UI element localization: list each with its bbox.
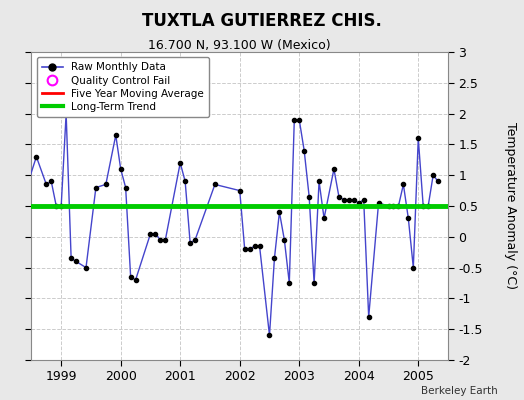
- Point: [42, 181, 50, 188]
- Point: [429, 172, 438, 178]
- Point: [399, 181, 408, 188]
- Point: [305, 194, 313, 200]
- Point: [310, 280, 318, 286]
- Point: [186, 240, 194, 246]
- Point: [335, 194, 343, 200]
- Point: [102, 181, 110, 188]
- Point: [72, 258, 80, 265]
- Point: [255, 243, 264, 249]
- Point: [270, 255, 279, 262]
- Point: [82, 264, 90, 271]
- Point: [394, 203, 402, 209]
- Point: [235, 187, 244, 194]
- Point: [365, 314, 373, 320]
- Point: [241, 246, 249, 252]
- Point: [191, 237, 199, 243]
- Point: [116, 166, 125, 172]
- Point: [67, 255, 75, 262]
- Point: [374, 200, 383, 206]
- Point: [181, 178, 189, 184]
- Point: [62, 110, 70, 117]
- Point: [404, 215, 412, 222]
- Y-axis label: Temperature Anomaly (°C): Temperature Anomaly (°C): [504, 122, 517, 290]
- Point: [47, 178, 56, 184]
- Point: [132, 277, 140, 283]
- Point: [146, 230, 155, 237]
- Point: [151, 230, 160, 237]
- Point: [156, 237, 165, 243]
- Point: [280, 237, 289, 243]
- Point: [409, 264, 418, 271]
- Point: [345, 197, 353, 203]
- Point: [359, 197, 368, 203]
- Point: [320, 215, 328, 222]
- Point: [355, 200, 363, 206]
- Point: [424, 203, 432, 209]
- Point: [295, 116, 303, 123]
- Point: [350, 197, 358, 203]
- Point: [112, 132, 120, 138]
- Point: [245, 246, 254, 252]
- Point: [92, 184, 100, 191]
- Point: [17, 200, 26, 206]
- Point: [315, 178, 323, 184]
- Point: [265, 332, 274, 338]
- Point: [161, 237, 170, 243]
- Point: [290, 116, 299, 123]
- Point: [211, 181, 219, 188]
- Text: TUXTLA GUTIERREZ CHIS.: TUXTLA GUTIERREZ CHIS.: [142, 12, 382, 30]
- Point: [126, 274, 135, 280]
- Point: [176, 160, 184, 166]
- Point: [419, 203, 428, 209]
- Point: [275, 209, 283, 215]
- Point: [434, 178, 442, 184]
- Point: [285, 280, 293, 286]
- Point: [250, 243, 259, 249]
- Point: [300, 147, 308, 154]
- Title: 16.700 N, 93.100 W (Mexico): 16.700 N, 93.100 W (Mexico): [148, 39, 331, 52]
- Point: [330, 166, 338, 172]
- Point: [340, 197, 348, 203]
- Legend: Raw Monthly Data, Quality Control Fail, Five Year Moving Average, Long-Term Tren: Raw Monthly Data, Quality Control Fail, …: [37, 57, 209, 117]
- Point: [414, 135, 422, 142]
- Point: [384, 203, 392, 209]
- Text: Berkeley Earth: Berkeley Earth: [421, 386, 498, 396]
- Point: [52, 203, 60, 209]
- Point: [57, 203, 66, 209]
- Point: [389, 203, 398, 209]
- Point: [122, 184, 130, 191]
- Point: [32, 154, 40, 160]
